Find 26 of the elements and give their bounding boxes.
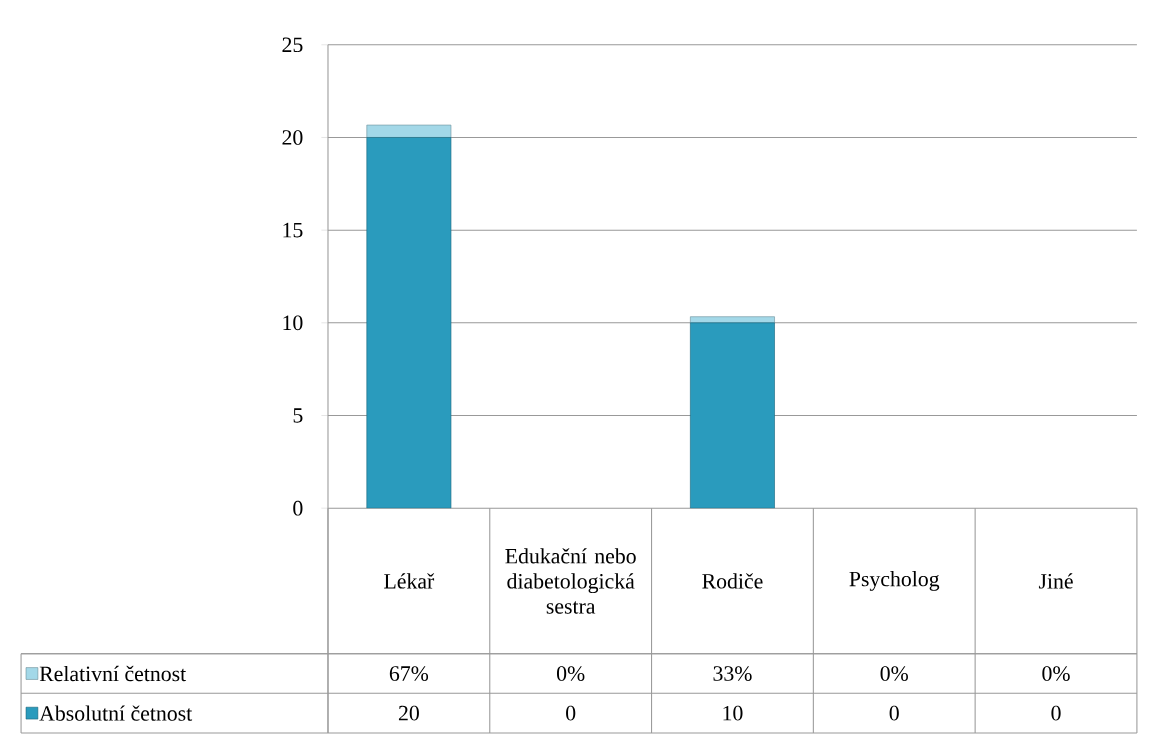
x-tick-label: Edukační nebo diabetologická sestra [505,548,636,614]
y-tick-label: 25 [282,37,303,53]
y-tick-label: 15 [283,222,303,238]
legend-label: Absolutní četnost [39,705,193,721]
data-label: 0 [566,705,576,721]
data-label: 67% [389,666,429,681]
bar [366,124,452,138]
x-tick-label: Rodiče [702,573,763,589]
data-label: 0 [1051,705,1061,721]
y-tick-label: 10 [283,315,303,331]
y-tick-label: 5 [293,408,303,423]
data-label: 10 [723,705,743,721]
x-tick-label: Jiné [1038,573,1073,589]
y-tick-label: 0 [293,500,303,516]
bar [366,137,452,509]
data-label: 20 [398,705,419,721]
data-label: 0 [889,705,899,721]
x-tick-label: Lékař [384,573,435,589]
legend-label: Relativní četnost [39,665,187,682]
data-label: 0% [880,666,908,681]
y-tick-label: 20 [282,130,303,145]
x-tick-label: Psycholog [849,571,940,591]
bar [690,322,775,509]
data-label: 33% [713,666,752,681]
data-label: 0% [556,666,585,681]
data-label: 0% [1042,666,1070,681]
